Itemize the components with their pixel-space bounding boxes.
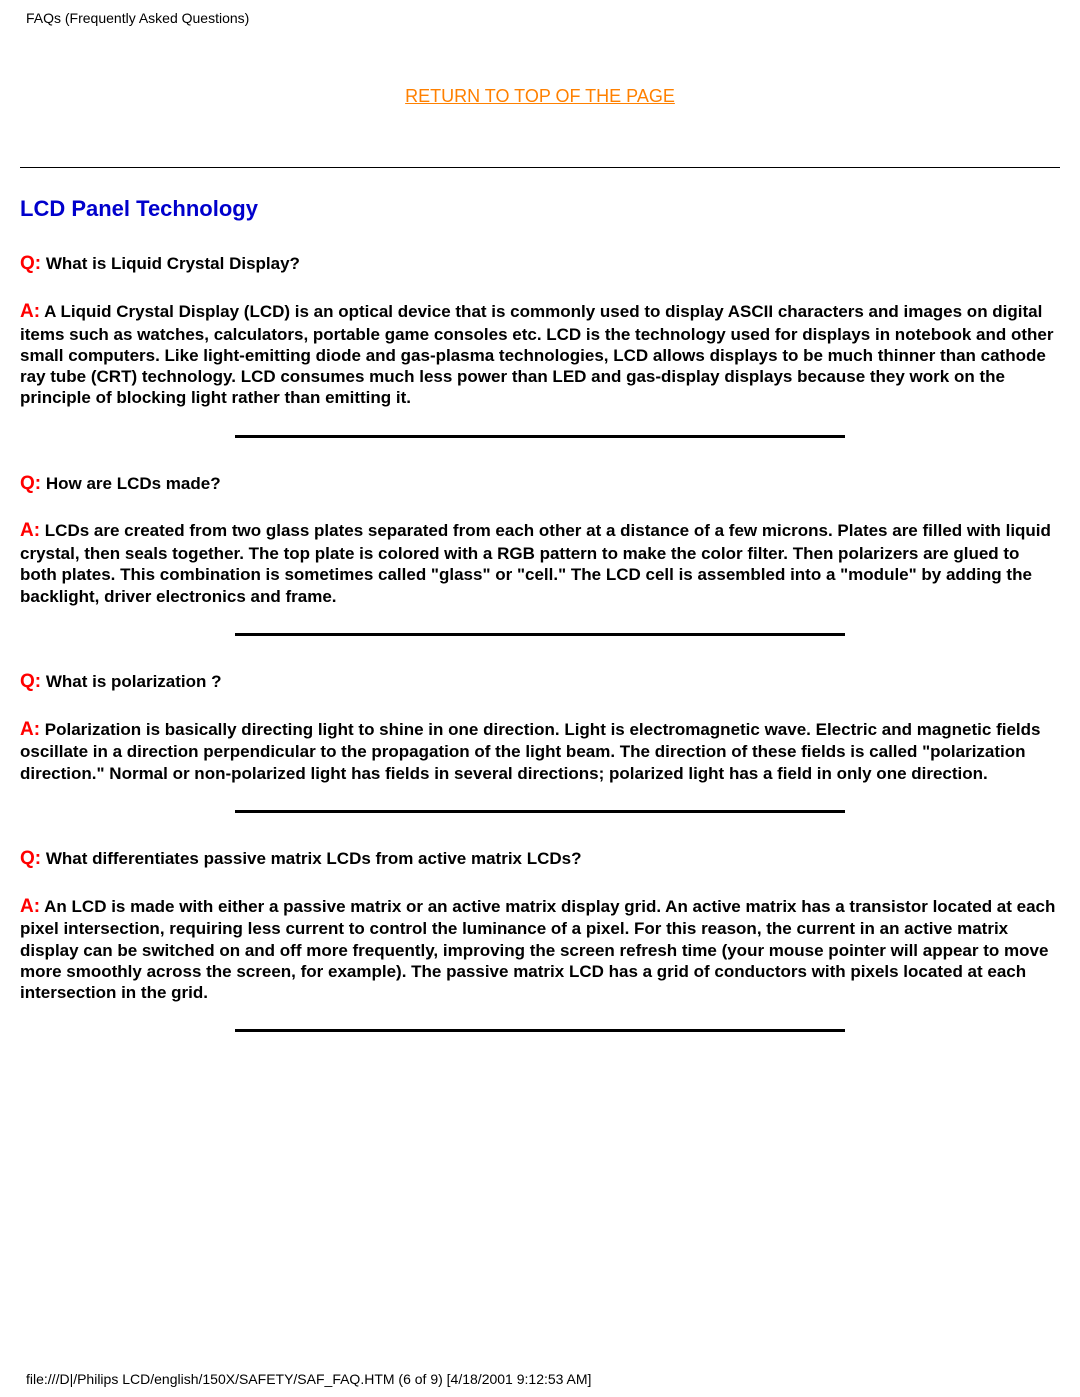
question-text: What is polarization ? xyxy=(41,672,221,691)
qa-divider xyxy=(235,633,845,636)
page-header-title: FAQs (Frequently Asked Questions) xyxy=(0,0,1080,26)
return-to-top-link[interactable]: RETURN TO TOP OF THE PAGE xyxy=(20,86,1060,107)
answer-text: Polarization is basically directing ligh… xyxy=(20,720,1040,783)
section-divider xyxy=(20,167,1060,168)
question-text: What is Liquid Crystal Display? xyxy=(41,254,300,273)
question-line: Q: What is Liquid Crystal Display? xyxy=(20,252,1060,276)
answer-line: A: LCDs are created from two glass plate… xyxy=(20,519,1060,607)
section-title: LCD Panel Technology xyxy=(20,196,1060,222)
answer-text: LCDs are created from two glass plates s… xyxy=(20,521,1051,605)
answer-line: A: An LCD is made with either a passive … xyxy=(20,895,1060,1004)
qa-block: Q: What is polarization ? A: Polarizatio… xyxy=(20,670,1060,784)
question-line: Q: What is polarization ? xyxy=(20,670,1060,694)
question-text: What differentiates passive matrix LCDs … xyxy=(41,849,581,868)
qa-divider xyxy=(235,810,845,813)
footer-path: file:///D|/Philips LCD/english/150X/SAFE… xyxy=(26,1371,591,1387)
answer-text: An LCD is made with either a passive mat… xyxy=(20,897,1055,1003)
question-line: Q: How are LCDs made? xyxy=(20,472,1060,496)
q-prefix: Q: xyxy=(20,671,41,692)
answer-line: A: A Liquid Crystal Display (LCD) is an … xyxy=(20,300,1060,409)
qa-block: Q: What is Liquid Crystal Display? A: A … xyxy=(20,252,1060,409)
q-prefix: Q: xyxy=(20,253,41,274)
content-area: RETURN TO TOP OF THE PAGE LCD Panel Tech… xyxy=(0,86,1080,1032)
answer-line: A: Polarization is basically directing l… xyxy=(20,718,1060,784)
a-prefix: A: xyxy=(20,896,40,917)
question-line: Q: What differentiates passive matrix LC… xyxy=(20,847,1060,871)
qa-block: Q: How are LCDs made? A: LCDs are create… xyxy=(20,472,1060,607)
answer-text: A Liquid Crystal Display (LCD) is an opt… xyxy=(20,302,1053,408)
question-text: How are LCDs made? xyxy=(41,474,221,493)
a-prefix: A: xyxy=(20,520,40,541)
a-prefix: A: xyxy=(20,719,40,740)
q-prefix: Q: xyxy=(20,473,41,494)
qa-block: Q: What differentiates passive matrix LC… xyxy=(20,847,1060,1004)
a-prefix: A: xyxy=(20,301,40,322)
qa-divider xyxy=(235,435,845,438)
page-root: FAQs (Frequently Asked Questions) RETURN… xyxy=(0,0,1080,1397)
qa-divider xyxy=(235,1029,845,1032)
q-prefix: Q: xyxy=(20,848,41,869)
